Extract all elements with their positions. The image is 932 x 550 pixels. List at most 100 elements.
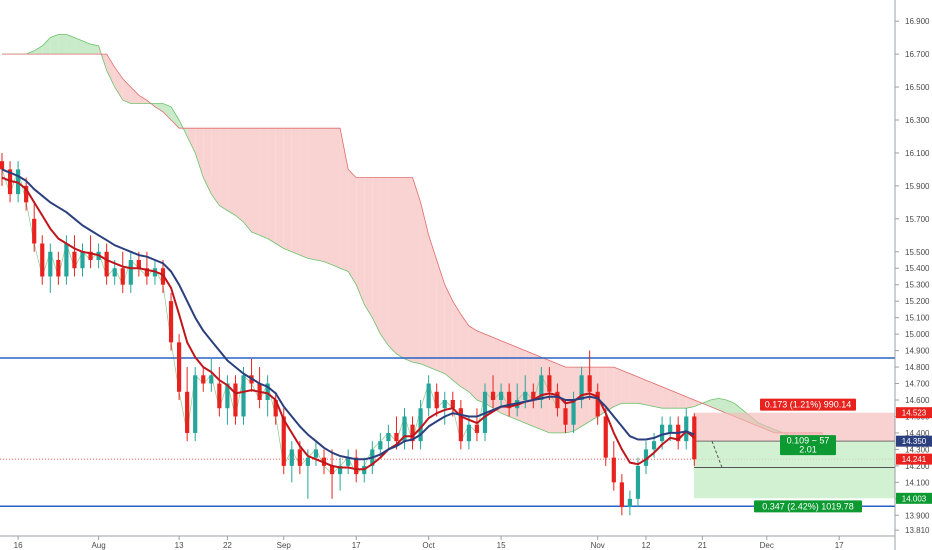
cloud-segment [138, 95, 147, 104]
cloud-segment [163, 103, 172, 120]
cloud-segment [315, 128, 324, 262]
cloud-segment [106, 54, 115, 88]
ratio-label-box [780, 435, 836, 456]
candle-body [346, 457, 351, 466]
candle-body [619, 482, 624, 508]
y-tick-label: 14.400 [905, 429, 930, 438]
x-tick-label: 13 [175, 541, 184, 550]
cloud-segment [154, 103, 163, 112]
price-tag-box [896, 492, 932, 504]
candle-body [72, 251, 77, 269]
position-tool[interactable]: 0.173 (1.21%) 990.14 0.347 (2.42%) 1019.7… [694, 398, 895, 513]
candle-body [233, 383, 238, 417]
candle-body [338, 465, 343, 475]
candle-body [595, 391, 600, 417]
cloud-segment [637, 376, 646, 405]
candle-body [450, 400, 455, 409]
candle-body [410, 424, 415, 442]
candle-body [177, 342, 182, 392]
price-tag-label: 14.241 [902, 455, 927, 464]
candle-body [571, 400, 576, 425]
candle-body [442, 400, 447, 409]
candle-body [660, 424, 665, 442]
reward-label-box [754, 500, 862, 513]
cloud-segment [629, 373, 638, 404]
cloud-span-b-line [2, 53, 824, 434]
y-tick-label: 15.400 [905, 264, 930, 273]
y-tick-label: 15.500 [905, 248, 930, 257]
candle-body [547, 375, 552, 392]
candle-body [56, 260, 61, 277]
lagging-span-line [1, 168, 558, 475]
candle-body [112, 268, 117, 277]
cloud-segment [171, 106, 180, 129]
y-tick-label: 13.810 [905, 526, 930, 535]
ichimoku-cloud [1, 34, 824, 475]
candle-body [523, 391, 528, 400]
x-tick-label: 17 [835, 541, 844, 550]
price-tag-label: 14.003 [902, 494, 927, 503]
candle-body [329, 465, 335, 475]
candle-body [611, 457, 616, 483]
cloud-segment [493, 337, 502, 414]
cloud-segment [90, 44, 99, 55]
cloud-segment [58, 34, 67, 55]
cloud-segment [452, 301, 461, 387]
cloud-segment [356, 177, 365, 305]
candle-body [193, 375, 198, 433]
reward-label-text: 0.347 (2.42%) 1019.78 [762, 501, 854, 511]
cloud-segment [412, 177, 421, 364]
fast-average-line [1, 176, 695, 471]
candle-body [579, 375, 584, 400]
price-tag-box [896, 407, 932, 419]
cloud-segment [307, 128, 316, 260]
x-tick-label: Oct [422, 541, 435, 550]
price-tag-label: 14.350 [902, 437, 927, 446]
ratio-label-text: 0.109 ~ 57 [787, 436, 830, 446]
cloud-segment [654, 383, 663, 409]
ratio-label-text: 2.01 [799, 445, 817, 455]
y-tick-label: 15.300 [905, 281, 930, 290]
cloud-segment [275, 128, 284, 249]
x-tick-label: 22 [223, 541, 232, 550]
candle-body [587, 375, 592, 392]
y-tick-label: 14.100 [905, 478, 930, 487]
x-tick-label: 12 [642, 541, 651, 550]
candle-body [24, 185, 29, 203]
cloud-segment [283, 128, 292, 252]
cloud-segment [66, 34, 75, 55]
candle-body [402, 416, 407, 442]
candle-body [458, 408, 463, 442]
candle-body [466, 424, 471, 442]
cloud-segment [364, 177, 373, 318]
cloud-segment [187, 128, 196, 153]
cloud-segment [509, 344, 518, 420]
cloud-segment [267, 128, 276, 244]
cloud-segment [203, 128, 212, 195]
cloud-segment [485, 334, 494, 409]
risk-label-box [760, 398, 856, 411]
candle-body [209, 375, 214, 384]
y-tick-label: 15.700 [905, 215, 930, 224]
candle-body [635, 465, 641, 499]
cloud-segment [259, 128, 268, 239]
risk-label-text: 0.173 (1.21%) 990.14 [765, 400, 852, 410]
candle-body [499, 391, 504, 400]
horizontal-lines [0, 357, 895, 507]
cloud-segment [460, 314, 469, 392]
y-tick-label: 14.600 [905, 396, 930, 405]
cloud-segment [122, 78, 131, 104]
cloud-segment [211, 128, 220, 206]
price-tag-box [896, 453, 932, 465]
candle-body [563, 408, 568, 425]
candle-body [281, 416, 286, 466]
candle-body [201, 375, 206, 384]
cloud-segment [340, 128, 349, 272]
candle-body [386, 432, 391, 442]
candle-body [144, 268, 149, 277]
cloud-segment [613, 367, 622, 407]
cloud-segment [82, 40, 91, 55]
cloud-segment [702, 400, 711, 407]
